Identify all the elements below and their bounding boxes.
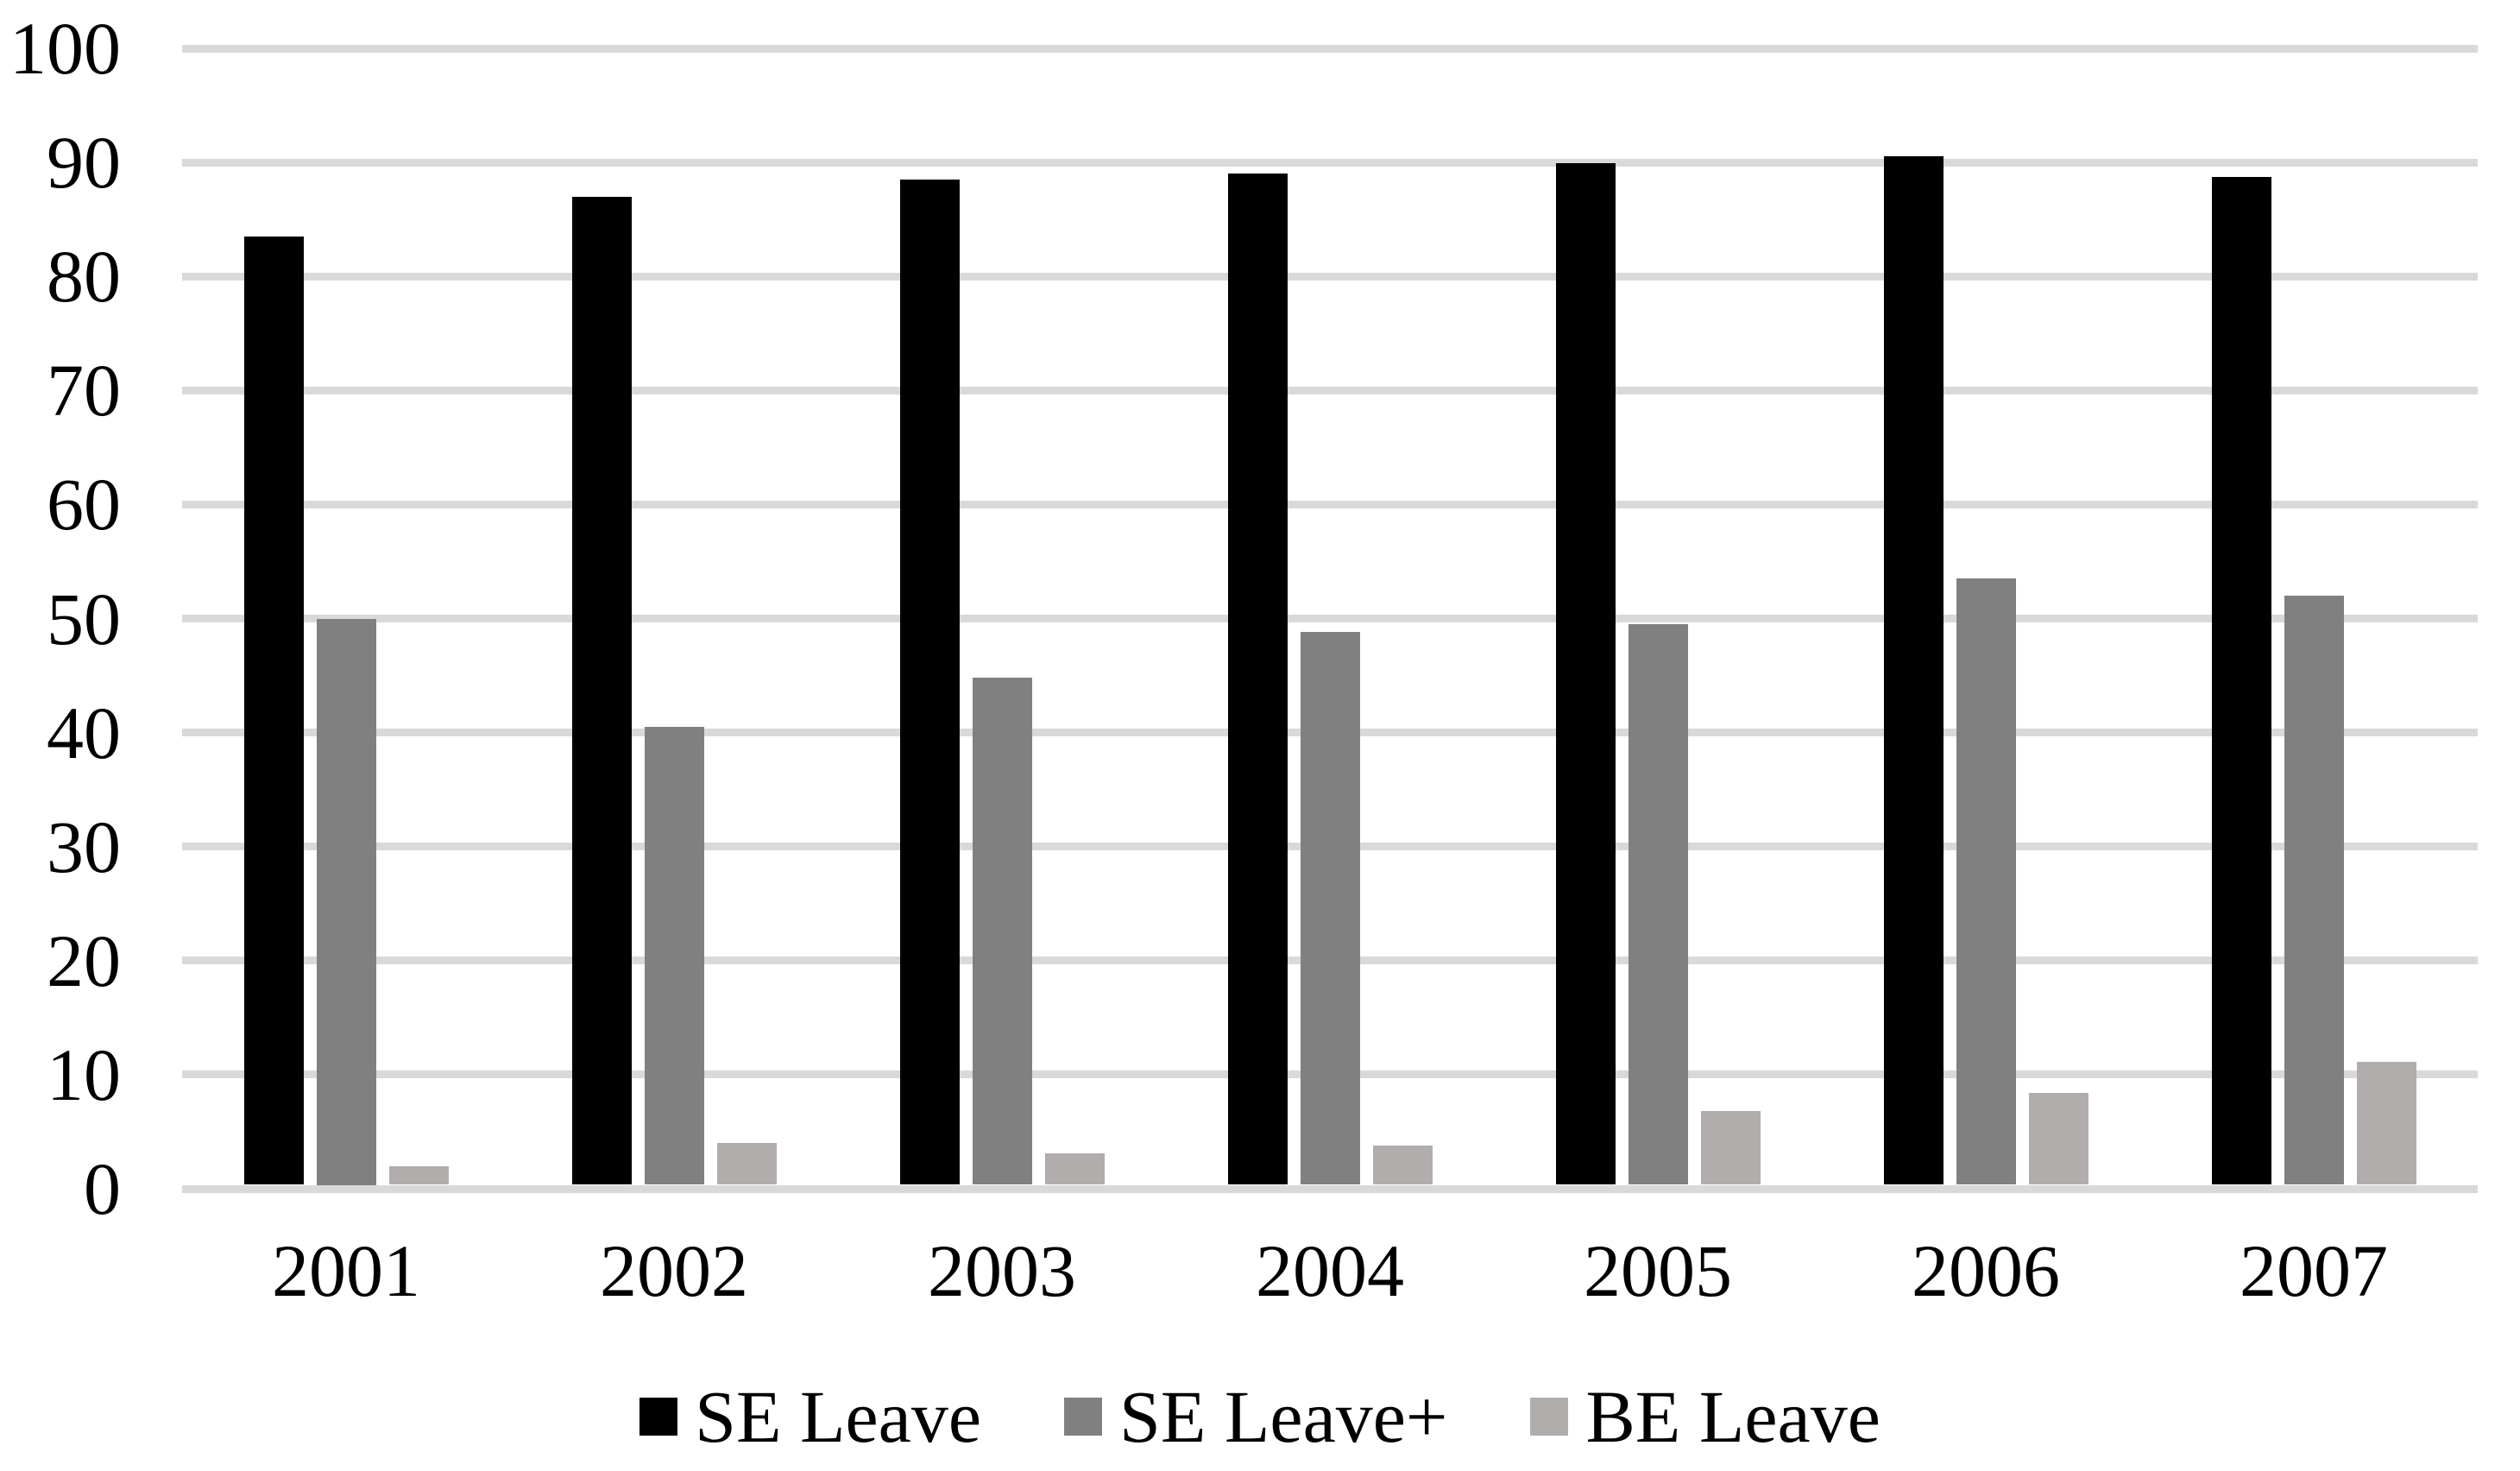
bar-se-leave-2002 (571, 196, 632, 1185)
bar-se-leave-plus-2005 (1628, 624, 1688, 1185)
bar-se-leave-2006 (1883, 156, 1944, 1185)
x-axis-tick-label-2007: 2007 (2240, 1229, 2388, 1312)
bar-se-leave-2001 (243, 236, 304, 1185)
bar-se-leave-plus-2006 (1956, 578, 2016, 1185)
bar-se-leave-2004 (1227, 174, 1288, 1185)
y-axis-tick-label-80: 80 (47, 235, 121, 319)
y-gridline-50 (182, 615, 2478, 622)
legend-item-se-leave: SE Leave (639, 1379, 981, 1455)
bar-se-leave-2005 (1555, 163, 1616, 1185)
x-axis-tick-label-2001: 2001 (272, 1229, 420, 1312)
bar-se-leave-plus-2001 (316, 618, 376, 1185)
y-axis-tick-label-70: 70 (47, 349, 121, 432)
y-axis-tick-label-100: 100 (9, 7, 121, 90)
y-axis-tick-label-50: 50 (47, 577, 121, 660)
legend-item-be-leave: BE Leave (1530, 1375, 1881, 1458)
y-gridline-60 (182, 500, 2478, 508)
bar-se-leave-plus-2007 (2284, 596, 2344, 1185)
x-axis-tick-label-2006: 2006 (1912, 1229, 2060, 1312)
y-gridline-90 (182, 158, 2478, 167)
y-gridline-80 (182, 272, 2478, 281)
bar-se-leave-2007 (2211, 177, 2271, 1185)
y-gridline-0 (182, 1184, 2478, 1193)
y-axis-tick-label-90: 90 (47, 121, 121, 205)
be-leave-swatch-icon (1530, 1398, 1569, 1436)
x-axis-tick-label-2004: 2004 (1256, 1229, 1404, 1312)
legend-label-se-leave: SE Leave (695, 1375, 982, 1458)
legend-item-se-leave-plus: SE Leave+ (1064, 1379, 1447, 1455)
legend-label-be-leave: BE Leave (1585, 1375, 1881, 1458)
legend: SE Leave SE Leave+ BE Leave (0, 1379, 2520, 1455)
bar-be-leave-2001 (388, 1165, 449, 1185)
bar-be-leave-2007 (2356, 1062, 2416, 1185)
x-axis-tick-label-2005: 2005 (1584, 1229, 1732, 1312)
bar-be-leave-2003 (1044, 1153, 1105, 1185)
bar-se-leave-plus-2004 (1300, 632, 1360, 1185)
y-axis-tick-label-40: 40 (47, 691, 121, 774)
y-axis-tick-label-30: 30 (47, 805, 121, 888)
x-axis-tick-label-2003: 2003 (928, 1229, 1076, 1312)
y-axis-tick-label-60: 60 (47, 463, 121, 546)
bar-be-leave-2005 (1700, 1111, 1761, 1185)
y-axis-tick-label-10: 10 (47, 1032, 121, 1116)
y-axis-tick-label-0: 0 (84, 1147, 121, 1230)
bar-be-leave-2006 (2028, 1093, 2088, 1185)
se-leave-plus-swatch-icon (1064, 1398, 1103, 1436)
legend-label-se-leave-plus: SE Leave+ (1119, 1375, 1448, 1458)
y-gridline-100 (182, 44, 2478, 53)
bar-se-leave-plus-2002 (644, 726, 704, 1185)
y-gridline-70 (182, 386, 2478, 395)
bar-be-leave-2002 (716, 1143, 777, 1185)
bar-be-leave-2004 (1372, 1145, 1433, 1185)
y-axis-tick-label-20: 20 (47, 919, 121, 1002)
bar-se-leave-plus-2003 (972, 678, 1032, 1185)
bar-se-leave-2003 (899, 179, 960, 1185)
x-axis-tick-label-2002: 2002 (600, 1229, 748, 1312)
se-leave-swatch-icon (639, 1398, 678, 1436)
